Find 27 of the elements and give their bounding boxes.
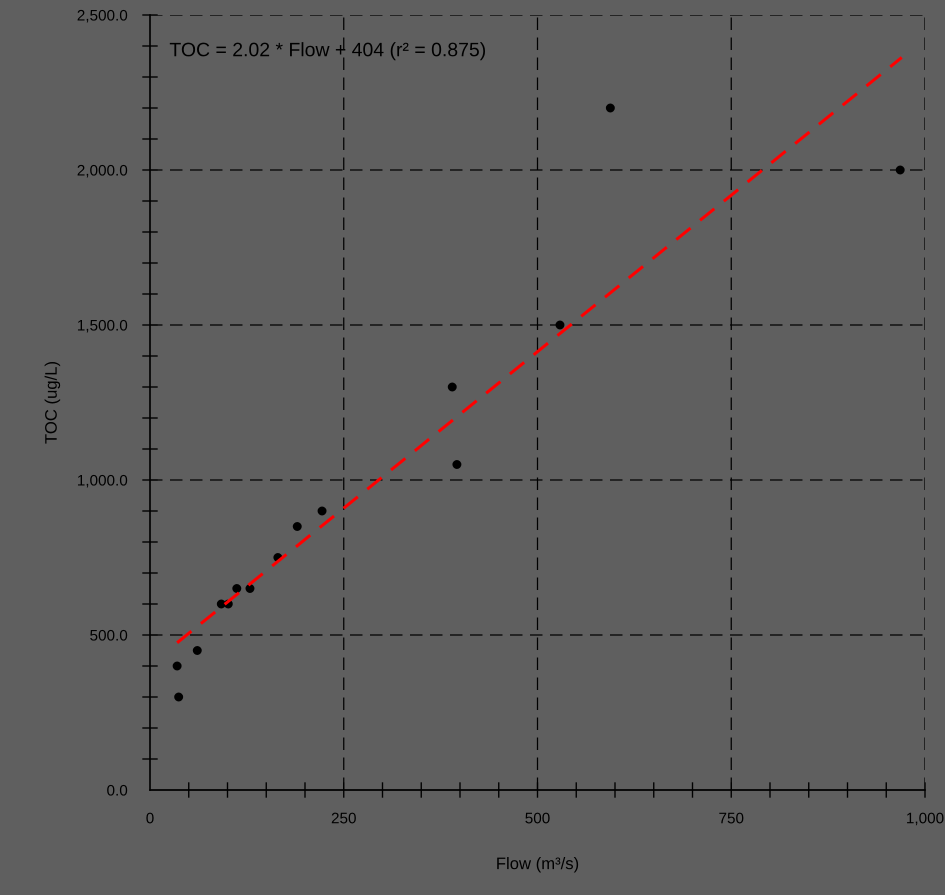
point (172, 662, 182, 670)
point (448, 382, 457, 392)
point (245, 584, 254, 593)
point (318, 506, 327, 516)
x-tick-label: 250 (332, 812, 356, 824)
point (896, 166, 905, 174)
x-axis-title: Flow (m³/s) (497, 857, 578, 873)
point (216, 600, 226, 608)
y-tick-label: 500.0 (90, 630, 128, 641)
y-axis-title: TOC (ug/L) (44, 362, 60, 444)
y-tick-label: 1,000.0 (78, 474, 128, 488)
point (555, 320, 564, 330)
y-tick-label: 2,500.0 (78, 10, 128, 22)
y-tick-label: 1,500.0 (78, 320, 128, 332)
x-tick-label: 750 (719, 812, 744, 824)
x-tick-label: 1,000 (907, 812, 944, 826)
y-tick-label: 2,000.0 (78, 164, 128, 178)
point (192, 646, 202, 655)
point (174, 692, 184, 702)
point (452, 460, 462, 469)
y-tick-label: 0.0 (107, 784, 128, 796)
x-tick-label: 0 (146, 812, 154, 824)
point (606, 104, 615, 112)
x-tick-label: 500 (525, 812, 550, 824)
point (292, 522, 302, 531)
annotation: TOC = 2.02 * Flow + 404 (r² = 0.875) (170, 42, 486, 60)
point (232, 584, 242, 593)
